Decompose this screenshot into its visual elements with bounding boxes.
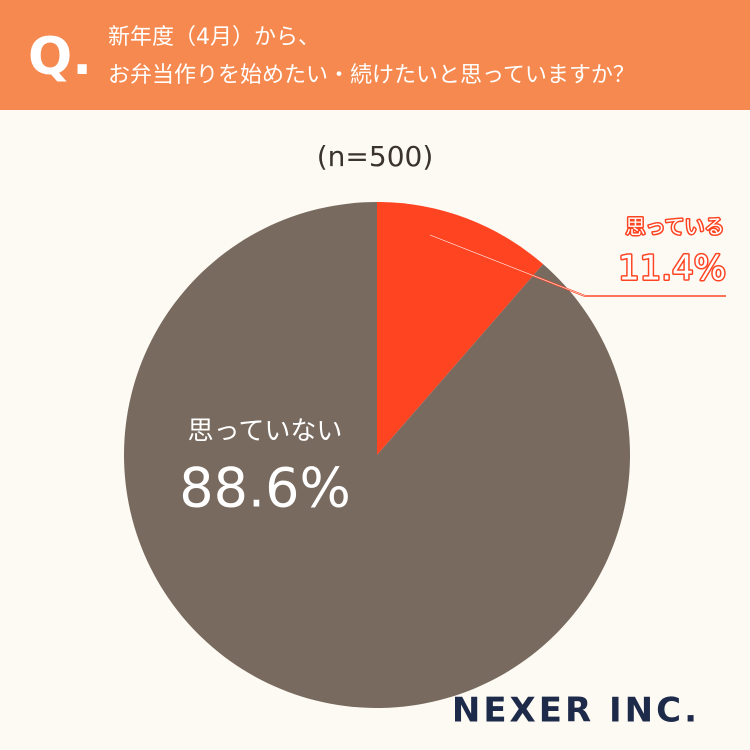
category-label: 思っている bbox=[626, 215, 725, 239]
pie bbox=[124, 202, 631, 708]
pie-slice bbox=[124, 202, 631, 708]
chart-title-line: 新年度（4月）から、 bbox=[108, 25, 320, 50]
pie-slice bbox=[377, 202, 544, 455]
logo: NEXER INC. bbox=[452, 691, 700, 731]
subtitle: (n=500) bbox=[317, 140, 434, 173]
chart-title-line: お弁当作りを始めたい・続けたいと思っていますか？ bbox=[108, 63, 635, 88]
value-label: 88.6% bbox=[179, 457, 351, 520]
question-mark: Q. bbox=[28, 27, 92, 87]
category-label: 思っていない bbox=[188, 417, 343, 447]
header bbox=[0, 0, 750, 110]
value-label: 11.4% bbox=[618, 249, 726, 289]
leader-line-inner bbox=[429, 234, 726, 297]
